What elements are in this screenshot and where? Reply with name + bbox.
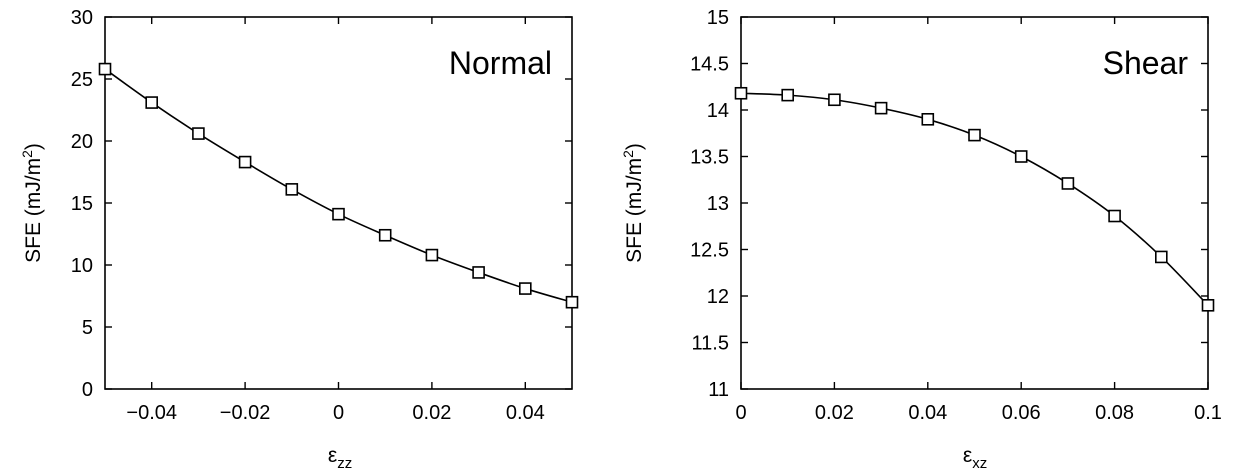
y-tick-label: 15 <box>71 193 93 215</box>
data-point <box>192 127 205 140</box>
data-point <box>378 228 392 242</box>
y-tick-label: 11.5 <box>692 333 729 355</box>
y-tick-label: 20 <box>71 131 93 153</box>
y-tick-label: 11 <box>708 379 729 401</box>
y-tick-label: 5 <box>82 317 93 339</box>
data-point <box>565 295 579 309</box>
y-tick-label: 15 <box>707 7 729 29</box>
x-tick-label: 0.02 <box>412 402 451 424</box>
x-tick-label: 0.02 <box>815 402 854 424</box>
chart-panel-shear: 0 0.02 0.04 0.06 0.08 0.1 1111.51212.51313.51… <box>620 7 1222 469</box>
data-point <box>734 86 748 100</box>
data-point <box>921 113 935 126</box>
data-point <box>1061 177 1075 190</box>
y-tick-label: 0 <box>82 379 93 401</box>
x-tick-label: 0 <box>735 402 746 424</box>
y-tick-label: 13 <box>707 193 729 215</box>
y-tick-label: 30 <box>71 7 93 29</box>
data-point <box>518 282 532 295</box>
data-point <box>828 93 841 107</box>
y-tick-labels: 0 5 10 15 20 25 30 <box>71 7 93 401</box>
y-tick-label: 13.5 <box>690 147 729 169</box>
y-axis-label: SFE (mJ/m2) <box>19 143 45 263</box>
data-point <box>781 88 795 102</box>
x-tick-label: 0 <box>333 402 344 424</box>
y-tick-label: 25 <box>71 69 93 91</box>
x-axis-label: εxz <box>963 444 987 469</box>
data-line <box>740 92 1209 306</box>
data-point <box>1014 150 1028 163</box>
y-tick-label: 12.5 <box>690 240 729 262</box>
data-point <box>332 207 345 221</box>
x-tick-label: 0.06 <box>1002 402 1041 424</box>
data-markers <box>734 86 1215 312</box>
y-tick-label: 12 <box>707 286 729 308</box>
x-tick-label: 0.04 <box>908 402 947 424</box>
data-point <box>874 101 888 115</box>
data-point <box>425 248 439 262</box>
data-point <box>472 266 485 279</box>
y-tick-label: 14 <box>707 100 729 122</box>
x-tick-labels: 0 0.02 0.04 0.06 0.08 0.1 <box>735 402 1221 424</box>
data-point <box>285 183 299 196</box>
y-axis-label: SFE (mJ/m2) <box>620 143 646 263</box>
x-tick-label: 0.1 <box>1194 402 1222 424</box>
panel-label: Normal <box>449 45 552 81</box>
axis-ticks <box>740 16 1209 390</box>
y-tick-label: 14.5 <box>690 54 729 76</box>
data-point <box>98 62 112 76</box>
data-point <box>1155 250 1168 264</box>
data-point <box>1108 209 1121 223</box>
data-point <box>968 128 981 142</box>
x-tick-label: −0.04 <box>126 402 177 424</box>
panel-label: Shear <box>1103 45 1189 81</box>
data-point <box>145 96 158 109</box>
y-tick-label: 10 <box>71 255 93 277</box>
data-line <box>104 68 573 303</box>
x-tick-label: −0.02 <box>220 402 271 424</box>
data-point <box>1201 298 1215 312</box>
x-tick-label: 0.04 <box>506 402 545 424</box>
x-tick-label: 0.08 <box>1095 402 1134 424</box>
data-markers <box>98 62 579 309</box>
x-axis-label: εzz <box>328 444 352 469</box>
data-point <box>238 155 252 169</box>
x-tick-labels: −0.04 −0.02 0 0.02 0.04 <box>126 402 544 424</box>
axis-ticks <box>105 16 572 390</box>
y-tick-labels: 11 11.5 12 12.5 13 13.5 14 14.5 15 <box>690 7 729 401</box>
